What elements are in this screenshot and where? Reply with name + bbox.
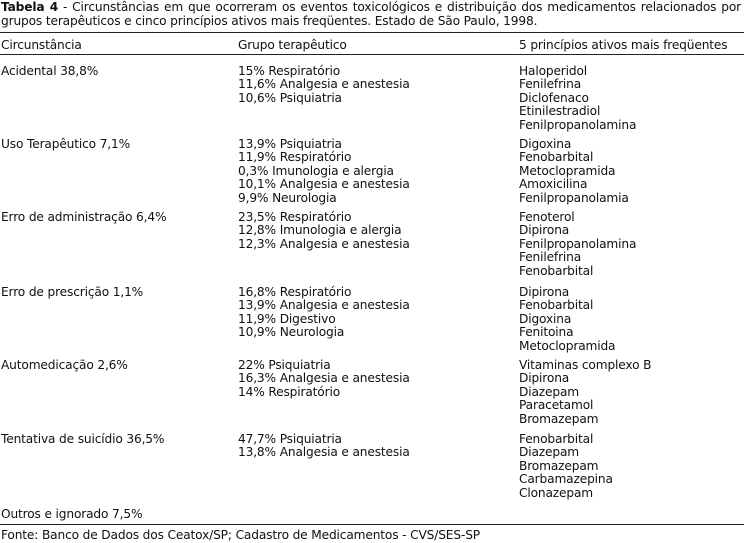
group-line: 11,9% Respiratório — [238, 150, 352, 165]
actives-cell: Digoxina Fenobarbital Metoclopramida Amoxic… — [519, 137, 629, 205]
group-line: 10,6% Psiquiatria — [238, 90, 342, 105]
active-line: Dipirona — [519, 223, 570, 238]
active-line: Bromazepam — [519, 458, 599, 473]
circumstance-cell: Automedicação 2,6% — [1, 358, 128, 372]
header-circumstance: Circunstância — [1, 38, 82, 52]
group-cell: 16,8% Respiratório 13,9% Analgesia e anes… — [238, 285, 410, 340]
header-actives: 5 princípios ativos mais freqüentes — [519, 38, 728, 52]
active-line: Fenoterol — [519, 210, 575, 224]
caption-text: - Circunstâncias em que ocorreram os eve… — [1, 0, 741, 28]
active-line: Fenobarbital — [519, 432, 594, 446]
table-row: Erro de prescrição 1,1% 16,8% Respiratóri… — [0, 285, 744, 356]
active-line: Clonazepam — [519, 485, 594, 500]
active-line: Bromazepam — [519, 411, 599, 426]
active-line: Metoclopramida — [519, 163, 616, 178]
group-line: 12,3% Analgesia e anestesia — [238, 236, 410, 251]
header-rule — [0, 54, 744, 55]
top-rule — [0, 32, 744, 33]
bottom-rule — [0, 524, 744, 525]
group-line: 16,8% Respiratório — [238, 285, 352, 299]
source-note: Fonte: Banco de Dados dos Ceatox/SP; Cad… — [1, 528, 480, 542]
active-line: Dipirona — [519, 371, 570, 386]
circumstance-cell: Uso Terapêutico 7,1% — [1, 137, 131, 151]
table-row: Uso Terapêutico 7,1% 13,9% Psiquiatria 11,… — [0, 137, 744, 208]
group-cell: 13,9% Psiquiatria 11,9% Respiratório 0,3% … — [238, 137, 410, 205]
group-line: 11,9% Digestivo — [238, 311, 336, 326]
active-line: Digoxina — [519, 137, 572, 151]
group-line: 22% Psiquiatria — [238, 358, 331, 372]
active-line: Carbamazepina — [519, 472, 613, 487]
group-line: 13,9% Analgesia e anestesia — [238, 298, 410, 313]
active-line: Vitaminas complexo B — [519, 358, 652, 372]
group-line: 15% Respiratório — [238, 64, 341, 78]
active-line: Fenilpropanolamina — [519, 236, 637, 251]
active-line: Fenitoina — [519, 325, 574, 340]
circumstance-cell: Erro de administração 6,4% — [1, 210, 167, 224]
active-line: Diazepam — [519, 384, 580, 399]
table-row: Acidental 38,8% 15% Respiratório 11,6% Ana… — [0, 64, 744, 135]
group-line: 23,5% Respiratório — [238, 210, 352, 224]
header-group: Grupo terapêutico — [238, 38, 347, 52]
active-line: Haloperidol — [519, 64, 588, 78]
active-line: Etinilestradiol — [519, 104, 601, 119]
actives-cell: Fenoterol Dipirona Fenilpropanolamina Fenil… — [519, 210, 637, 278]
group-line: 14% Respiratório — [238, 384, 341, 399]
actives-cell: Vitaminas complexo B Dipirona Diazepam Para… — [519, 358, 652, 426]
active-line: Amoxicilina — [519, 177, 588, 192]
circumstance-cell: Tentativa de suicídio 36,5% — [1, 432, 165, 446]
table-caption: Tabela 4 - Circunstâncias em que ocorrer… — [1, 0, 741, 28]
group-line: 10,9% Neurologia — [238, 325, 345, 340]
group-line: 13,9% Psiquiatria — [238, 137, 342, 151]
group-line: 0,3% Imunologia e alergia — [238, 163, 394, 178]
active-line: Fenilefrina — [519, 250, 582, 265]
group-line: 13,8% Analgesia e anestesia — [238, 445, 410, 460]
other-row: Outros e ignorado 7,5% — [1, 507, 143, 521]
active-line: Fenilefrina — [519, 77, 582, 92]
circumstance-cell: Acidental 38,8% — [1, 64, 99, 78]
active-line: Fenilpropanolamina — [519, 117, 637, 132]
group-line: 47,7% Psiquiatria — [238, 432, 342, 446]
circumstance-cell: Erro de prescrição 1,1% — [1, 285, 144, 299]
table-row: Automedicação 2,6% 22% Psiquiatria 16,3% A… — [0, 358, 744, 429]
active-line: Diclofenaco — [519, 90, 589, 105]
active-line: Dipirona — [519, 285, 570, 299]
group-line: 11,6% Analgesia e anestesia — [238, 77, 410, 92]
group-line: 10,1% Analgesia e anestesia — [238, 177, 410, 192]
group-cell: 22% Psiquiatria 16,3% Analgesia e anestes… — [238, 358, 410, 399]
active-line: Paracetamol — [519, 398, 594, 413]
active-line: Digoxina — [519, 311, 572, 326]
active-line: Fenobarbital — [519, 263, 594, 278]
group-cell: 15% Respiratório 11,6% Analgesia e aneste… — [238, 64, 410, 105]
table-row: Tentativa de suicídio 36,5% 47,7% Psiquia… — [0, 432, 744, 503]
active-line: Fenilpropanolamia — [519, 190, 629, 205]
group-cell: 47,7% Psiquiatria 13,8% Analgesia e anest… — [238, 432, 410, 460]
active-line: Metoclopramida — [519, 338, 616, 353]
actives-cell: Fenobarbital Diazepam Bromazepam Carbamazep… — [519, 432, 613, 500]
active-line: Fenobarbital — [519, 298, 594, 313]
table-label: Tabela 4 — [1, 0, 59, 14]
actives-cell: Haloperidol Fenilefrina Diclofenaco Etinile… — [519, 64, 637, 132]
group-line: 12,8% Imunologia e alergia — [238, 223, 402, 238]
actives-cell: Dipirona Fenobarbital Digoxina Fenitoina Met… — [519, 285, 616, 353]
group-line: 16,3% Analgesia e anestesia — [238, 371, 410, 386]
group-line: 9,9% Neurologia — [238, 190, 337, 205]
active-line: Fenobarbital — [519, 150, 594, 165]
table-row: Erro de administração 6,4% 23,5% Respirat… — [0, 210, 744, 281]
active-line: Diazepam — [519, 445, 580, 460]
group-cell: 23,5% Respiratório 12,8% Imunologia e ale… — [238, 210, 410, 251]
